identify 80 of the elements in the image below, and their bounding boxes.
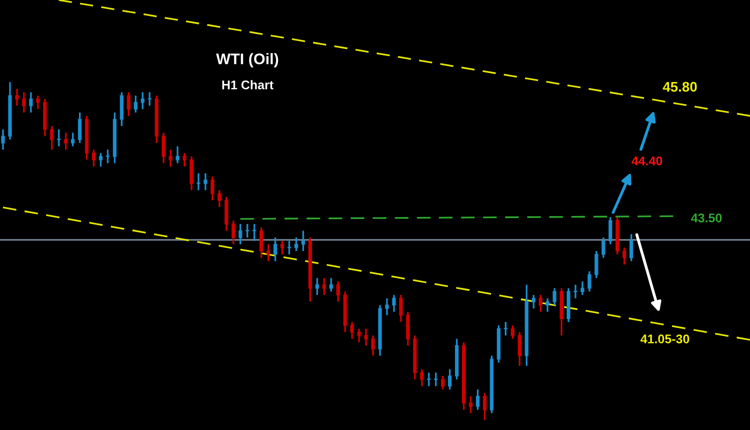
candlestick [78, 112, 82, 144]
candlestick [371, 334, 375, 357]
candlestick [15, 88, 19, 107]
candlestick [532, 294, 536, 310]
candlestick [238, 223, 242, 246]
candlestick [420, 368, 424, 387]
series-label: 43.50 [691, 213, 722, 222]
candlestick [399, 294, 403, 323]
candlestick [98, 152, 103, 168]
candlestick [140, 91, 144, 110]
candlestick [427, 372, 431, 387]
candlestick [126, 91, 130, 117]
candlestick [218, 189, 222, 208]
candlestick [315, 277, 319, 296]
candlestick [64, 132, 68, 150]
candlestick [552, 287, 556, 306]
candlestick [22, 91, 26, 114]
candlestick [190, 156, 194, 192]
candlestick [294, 236, 298, 252]
candlestick [538, 294, 542, 313]
candlestick [301, 230, 306, 252]
candlestick [196, 172, 200, 192]
candlestick [224, 196, 228, 232]
candlestick [280, 240, 284, 256]
candlestick [182, 152, 186, 168]
candlestick [630, 233, 634, 262]
candlestick [210, 176, 214, 202]
candlestick [357, 328, 361, 344]
candlestick [259, 226, 264, 259]
chart-subtitle: H1 Chart [222, 80, 274, 90]
candlestick [57, 128, 61, 148]
candlestick [29, 91, 33, 114]
candlestick [350, 321, 354, 340]
candlestick [406, 310, 410, 346]
annotation: 41.05-30 [640, 334, 690, 344]
candlestick [162, 132, 166, 164]
annotation: 45.80 [662, 82, 697, 92]
chart-title: WTI (Oil) [216, 53, 278, 68]
annotation: 44.40 [632, 156, 662, 166]
candlestick [71, 132, 75, 148]
candlestick [476, 388, 480, 411]
candlestick [1, 128, 5, 150]
candlestick [574, 284, 578, 300]
candlestick [204, 172, 208, 192]
candlestick [287, 240, 292, 256]
candlestick [385, 297, 389, 316]
candlestick [482, 392, 487, 421]
candlestick [448, 368, 452, 390]
candlestick [266, 243, 270, 262]
candlestick [510, 324, 514, 340]
candlestick [148, 91, 152, 107]
candlestick [441, 375, 445, 390]
candlestick [392, 294, 396, 313]
candlestick [504, 321, 508, 336]
candlestick [92, 148, 96, 168]
candlestick [246, 223, 250, 238]
candlestick [273, 236, 278, 262]
candlestick [322, 277, 326, 296]
candlestick [546, 297, 550, 313]
candlestick [434, 372, 438, 387]
candlestick [336, 280, 340, 303]
candlestick [518, 331, 522, 367]
candlestick [364, 328, 368, 346]
candlestick [329, 277, 333, 292]
candlestick [176, 145, 180, 164]
candlestick [106, 148, 110, 164]
candlestick [580, 280, 584, 296]
candlestick [168, 148, 172, 168]
candlestick [134, 94, 138, 114]
candlestick [36, 94, 40, 110]
candlestick [120, 91, 124, 127]
candlestick [622, 246, 626, 266]
candlestick [468, 395, 473, 414]
candlestick [594, 250, 598, 279]
candlestick [252, 223, 256, 242]
candlestick [232, 220, 236, 246]
candlestick [588, 270, 592, 292]
candlestick [608, 216, 612, 246]
candlestick [50, 125, 54, 150]
candlestick [602, 236, 606, 259]
